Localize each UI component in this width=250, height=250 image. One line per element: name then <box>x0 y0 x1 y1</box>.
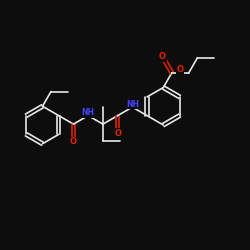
Text: NH: NH <box>82 108 95 117</box>
Text: O: O <box>177 65 184 74</box>
Text: NH: NH <box>126 100 139 108</box>
Text: O: O <box>70 138 77 146</box>
Text: O: O <box>114 129 121 138</box>
Text: O: O <box>159 52 166 61</box>
